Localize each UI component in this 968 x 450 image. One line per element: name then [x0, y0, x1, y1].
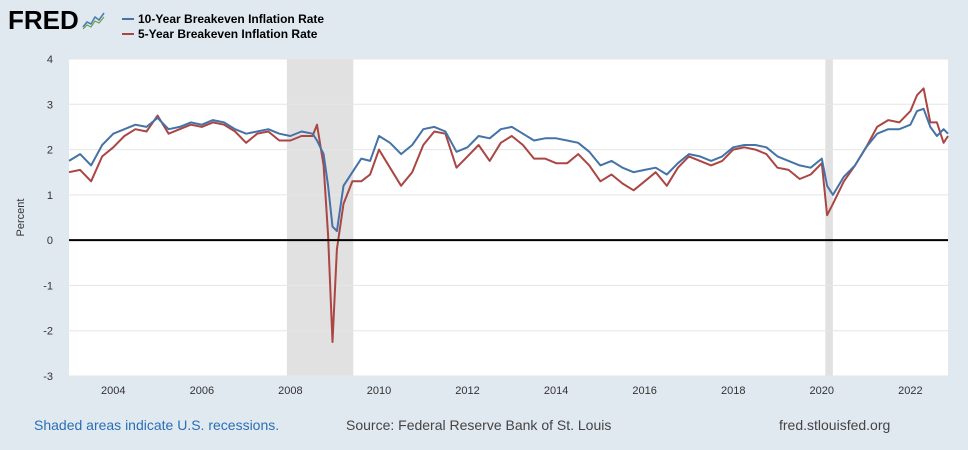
legend-swatch-10yr	[122, 17, 134, 20]
fred-logo[interactable]: FRED	[8, 4, 106, 35]
line-chart[interactable]: 4 3 2 1 0 -1 -2 -3 2004 2006 2008 2010 2012 2014 2016 2…	[0, 44, 968, 414]
y-tick-label: 4	[47, 54, 53, 66]
legend-swatch-5yr	[122, 32, 134, 35]
y-tick-label: -3	[43, 371, 53, 383]
series-line-5yr	[68, 87, 949, 343]
series-line-10yr	[68, 107, 949, 233]
x-tick-label: 2016	[632, 385, 656, 397]
y-tick-label: -1	[43, 280, 53, 292]
x-tick-label: 2020	[810, 385, 834, 397]
fred-logo-text: FRED	[8, 4, 79, 35]
y-tick-label: 1	[47, 190, 53, 202]
x-tick-label: 2008	[278, 385, 302, 397]
source-text: Source: Federal Reserve Bank of St. Loui…	[346, 417, 612, 433]
legend-label-5yr: 5-Year Breakeven Inflation Rate	[138, 26, 318, 41]
recession-note-link[interactable]: Shaded areas indicate U.S. recessions.	[34, 417, 280, 433]
legend-item-5yr[interactable]: 5-Year Breakeven Inflation Rate	[122, 26, 324, 41]
legend-item-10yr[interactable]: 10-Year Breakeven Inflation Rate	[122, 11, 324, 26]
legend-label-10yr: 10-Year Breakeven Inflation Rate	[138, 11, 325, 26]
chart-area: 4 3 2 1 0 -1 -2 -3 2004 2006 2008 2010 2012 2014 2016 2…	[0, 44, 968, 414]
chart-footer: Shaded areas indicate U.S. recessions. S…	[0, 415, 968, 437]
plot-background	[69, 59, 948, 376]
x-tick-label: 2018	[721, 385, 745, 397]
recession-shade-1	[825, 59, 833, 376]
y-axis-label: Percent	[15, 199, 27, 237]
x-tick-label: 2022	[898, 385, 922, 397]
fred-chart-icon	[81, 10, 106, 30]
chart-header: FRED 10-Year Breakeven Inflation Rate 5-…	[0, 0, 968, 50]
site-url: fred.stlouisfed.org	[779, 417, 891, 433]
x-tick-label: 2010	[367, 385, 391, 397]
x-tick-label: 2006	[190, 385, 214, 397]
y-tick-label: 2	[47, 145, 53, 157]
y-tick-label: 0	[47, 235, 53, 247]
recession-shade-0	[286, 59, 354, 376]
x-tick-label: 2004	[101, 385, 125, 397]
y-tick-label: 3	[47, 99, 53, 111]
x-tick-label: 2012	[455, 385, 479, 397]
x-tick-label: 2014	[544, 385, 568, 397]
y-tick-label: -2	[43, 326, 53, 338]
chart-legend: 10-Year Breakeven Inflation Rate 5-Year …	[122, 11, 324, 41]
